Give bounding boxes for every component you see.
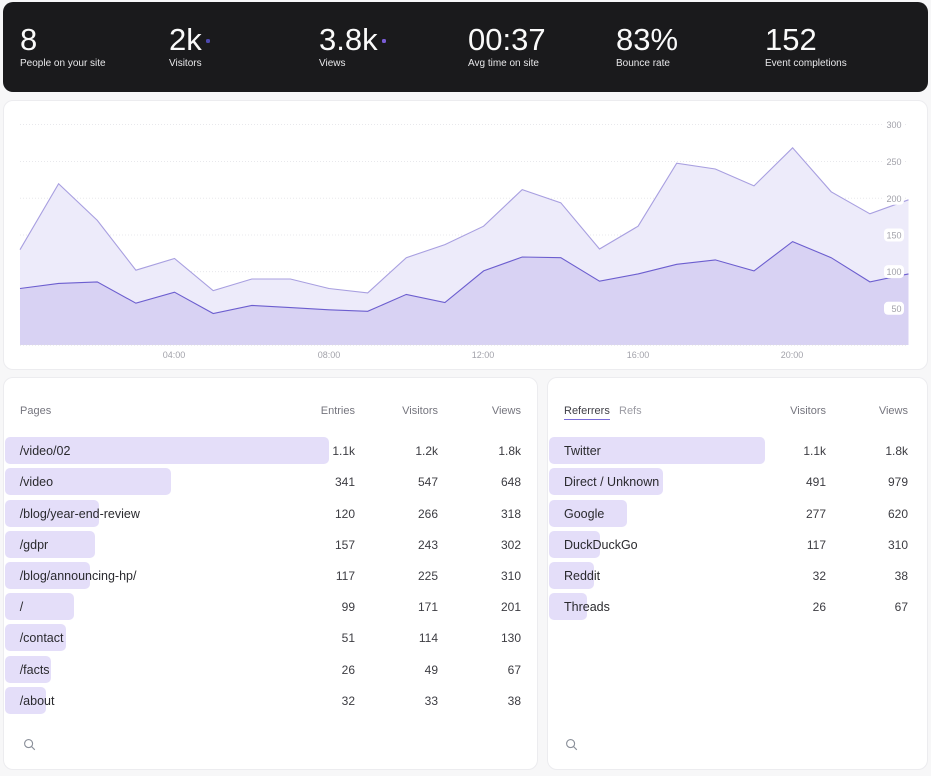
svg-text:08:00: 08:00 <box>318 350 341 360</box>
svg-text:50: 50 <box>891 304 901 314</box>
svg-text:12:00: 12:00 <box>472 350 495 360</box>
svg-text:300: 300 <box>886 120 901 130</box>
svg-text:250: 250 <box>886 157 901 167</box>
svg-text:150: 150 <box>886 231 901 241</box>
svg-text:100: 100 <box>886 267 901 277</box>
svg-text:20:00: 20:00 <box>781 350 804 360</box>
svg-text:16:00: 16:00 <box>627 350 650 360</box>
svg-text:200: 200 <box>886 194 901 204</box>
svg-text:04:00: 04:00 <box>163 350 186 360</box>
